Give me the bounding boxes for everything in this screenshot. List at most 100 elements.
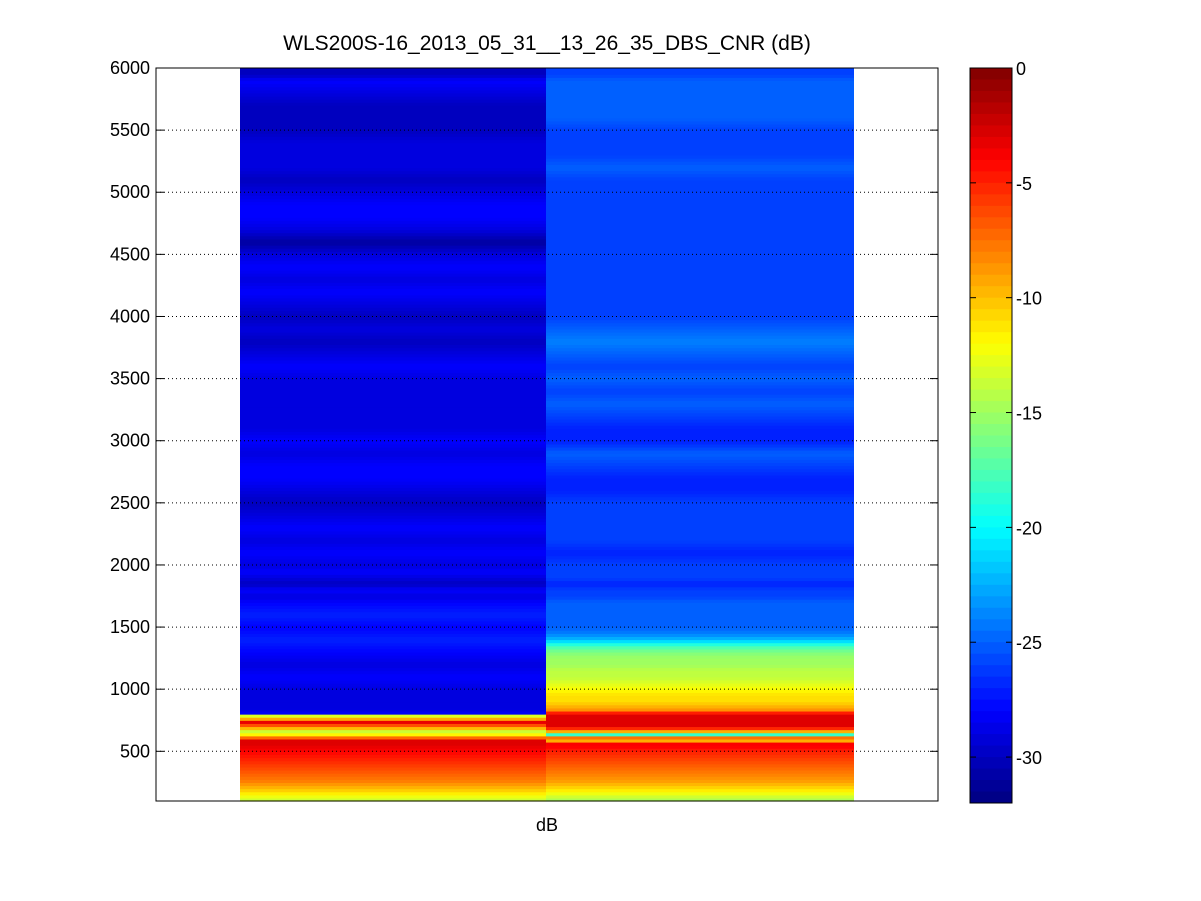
heatmap-cell [240,332,546,336]
heatmap-cell [240,350,546,355]
y-tick-label: 1000 [110,679,150,699]
heatmap-cell [546,745,854,749]
heatmap-cell [240,415,546,420]
heatmap-cell [546,77,854,82]
heatmap-cell [240,92,546,97]
heatmap-cell [546,487,854,492]
heatmap-cell [240,363,546,367]
heatmap-cell [546,257,854,262]
heatmap-cell [546,350,854,355]
colorbar-swatch [970,722,1012,735]
heatmap-cell [240,686,546,690]
heatmap-cell [240,580,546,585]
heatmap-cell [240,375,546,380]
heatmap-cell [546,533,854,538]
heatmap-cell [240,356,546,361]
heatmap-cell [240,748,546,752]
heatmap-cell [546,443,854,448]
heatmap-cell [546,608,854,613]
heatmap-cell [546,779,854,783]
heatmap-cell [240,384,546,389]
heatmap-cell [546,341,854,346]
heatmap-cell [240,74,546,78]
heatmap-cell [546,723,854,728]
colorbar-tick-label: -30 [1016,748,1042,768]
heatmap-cell [546,148,854,153]
heatmap-cell [240,288,546,293]
heatmap-cell [546,518,854,523]
heatmap-cell [240,623,546,628]
heatmap-cell [546,667,854,672]
heatmap-cell [546,477,854,482]
heatmap-cell [240,571,546,575]
heatmap-cell [546,316,854,321]
heatmap-cell [546,636,854,641]
heatmap-cell [546,195,854,200]
heatmap-cell [240,117,546,122]
heatmap-cell [240,304,546,308]
heatmap-cell [546,502,854,507]
heatmap-cell [546,592,854,597]
heatmap-cell [240,254,546,259]
heatmap-cell [240,145,546,150]
heatmap-cell [546,714,854,718]
heatmap-cell [546,276,854,280]
heatmap-cell [546,241,854,246]
heatmap-cell [240,496,546,501]
heatmap-cell [546,394,854,398]
heatmap-cell [240,791,546,796]
heatmap-cell [240,704,546,709]
colorbar-swatch [970,79,1012,92]
heatmap-cell [240,738,546,743]
colorbar-swatch [970,228,1012,241]
heatmap-cell [240,732,546,737]
heatmap-cell [240,493,546,498]
heatmap-cell [240,158,546,162]
heatmap-cell [240,568,546,572]
heatmap-cell [546,300,854,305]
colorbar-swatch [970,780,1012,793]
heatmap-cell [240,633,546,637]
heatmap-cell [240,782,546,787]
heatmap-cell [546,543,854,547]
colorbar-swatch [970,378,1012,391]
heatmap-cell [546,285,854,290]
heatmap-cell [546,651,854,656]
heatmap-cell [240,714,546,718]
heatmap-cell [546,139,854,144]
heatmap-cell [240,667,546,672]
colorbar [970,68,1012,804]
heatmap-cell [546,105,854,109]
heatmap-cell [546,130,854,134]
colorbar-swatch [970,401,1012,414]
heatmap-cell [240,111,546,116]
colorbar-swatch [970,665,1012,678]
heatmap-cell [546,446,854,451]
heatmap-cell [240,403,546,408]
heatmap-cell [240,509,546,513]
heatmap-cell [240,142,546,147]
colorbar-swatch [970,538,1012,551]
heatmap-cell [240,114,546,119]
heatmap-cell [546,332,854,336]
heatmap-cell [240,701,546,706]
heatmap-cell [546,179,854,184]
heatmap-cell [240,217,546,221]
heatmap-cell [546,164,854,168]
heatmap-cell [240,316,546,321]
heatmap-cell [546,763,854,768]
heatmap-cell [240,127,546,131]
heatmap-cell [240,574,546,578]
colorbar-swatch [970,688,1012,701]
heatmap-cell [240,605,546,610]
heatmap-cell [546,378,854,383]
colorbar-swatch [970,446,1012,459]
heatmap-cell [546,167,854,172]
heatmap-cell [240,676,546,681]
heatmap-cell [546,741,854,746]
heatmap-cell [240,468,546,473]
heatmap-cell [240,446,546,451]
heatmap-cell [240,679,546,684]
heatmap-cell [546,307,854,311]
colorbar-swatch [970,653,1012,666]
